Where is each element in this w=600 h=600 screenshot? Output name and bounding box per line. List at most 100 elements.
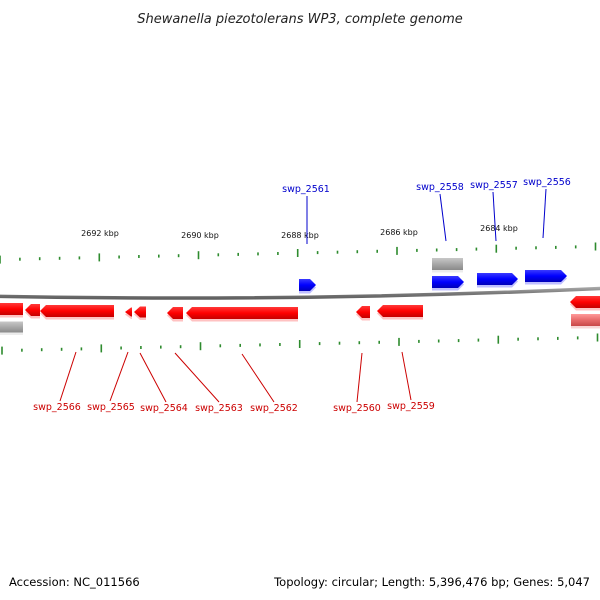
gene-feature[interactable] — [167, 307, 183, 322]
minor-tick — [120, 346, 122, 350]
gene-label[interactable]: swp_2561 — [282, 184, 330, 195]
gene-feature[interactable] — [570, 296, 600, 311]
gene-label[interactable]: swp_2562 — [250, 403, 298, 414]
minor-tick — [239, 343, 241, 347]
minor-tick — [576, 336, 579, 340]
gene-feature[interactable] — [377, 305, 423, 320]
genome-title: Shewanella piezotolerans WP3, complete g… — [137, 12, 463, 27]
scale-label: 2690 kbp — [181, 231, 219, 240]
minor-tick — [38, 257, 41, 261]
minor-tick — [455, 248, 458, 252]
major-tick — [296, 249, 299, 257]
gene-label[interactable]: swp_2563 — [195, 403, 243, 414]
gene-feature[interactable] — [186, 307, 298, 322]
minor-tick — [58, 256, 61, 260]
other-feature[interactable] — [432, 258, 463, 273]
major-tick — [497, 335, 500, 344]
leader-line — [109, 351, 129, 402]
gene-leader-lines — [59, 188, 547, 403]
minor-tick — [557, 336, 559, 340]
minor-tick — [517, 337, 519, 341]
minor-tick — [437, 339, 440, 343]
gene-label[interactable]: swp_2565 — [87, 402, 135, 413]
gene-feature[interactable] — [477, 273, 518, 288]
leader-line — [241, 353, 275, 403]
accession-text: Accession: NC_011566 — [9, 575, 140, 589]
major-tick — [396, 246, 398, 255]
major-tick — [98, 253, 101, 262]
minor-tick — [78, 256, 81, 260]
gene-label[interactable]: swp_2558 — [416, 182, 464, 193]
major-tick — [596, 333, 599, 342]
scale-label: 2686 kbp — [380, 228, 418, 237]
leader-line — [439, 193, 447, 242]
gene-feature[interactable] — [40, 305, 114, 320]
gene-feature[interactable] — [134, 306, 146, 321]
gene-label[interactable]: swp_2560 — [333, 403, 381, 414]
minor-tick — [60, 347, 63, 351]
minor-tick — [435, 248, 438, 252]
minor-tick — [316, 251, 319, 255]
minor-tick — [118, 255, 120, 259]
scale-ticks-top — [0, 242, 597, 264]
gene-label[interactable]: swp_2559 — [387, 401, 435, 412]
minor-tick — [457, 339, 460, 343]
gene-label[interactable]: swp_2557 — [470, 180, 518, 191]
minor-tick — [358, 341, 361, 345]
minor-tick — [140, 346, 142, 349]
major-tick — [398, 337, 400, 346]
minor-tick — [356, 250, 359, 254]
genome-backbone — [0, 286, 600, 300]
minor-tick — [80, 347, 83, 351]
minor-tick — [515, 246, 517, 250]
minor-tick — [19, 257, 21, 261]
scale-label: 2684 kbp — [480, 224, 518, 233]
minor-tick — [416, 248, 418, 252]
minor-tick — [21, 348, 23, 352]
gene-feature[interactable] — [0, 303, 23, 318]
major-tick — [197, 251, 200, 260]
minor-tick — [318, 342, 321, 346]
gene-label[interactable]: swp_2556 — [523, 177, 571, 188]
other-feature[interactable] — [571, 314, 600, 329]
other-feature[interactable] — [0, 321, 23, 336]
minor-tick — [277, 252, 279, 255]
leader-line — [542, 188, 547, 239]
gene-feature[interactable] — [356, 306, 370, 321]
gene-features — [0, 258, 600, 335]
minor-tick — [257, 252, 259, 256]
minor-tick — [40, 348, 43, 352]
gene-feature[interactable] — [299, 279, 316, 294]
leader-line — [139, 352, 167, 403]
major-tick — [199, 342, 202, 351]
gene-feature[interactable] — [525, 270, 567, 285]
leader-line — [401, 351, 412, 401]
minor-tick — [237, 252, 239, 256]
scale-label: 2692 kbp — [81, 229, 119, 238]
gene-label[interactable]: swp_2564 — [140, 403, 188, 414]
minor-tick — [219, 344, 222, 348]
minor-tick — [138, 255, 140, 258]
minor-tick — [338, 341, 341, 345]
minor-tick — [555, 245, 557, 249]
minor-tick — [535, 246, 537, 250]
gene-feature[interactable] — [25, 304, 40, 319]
minor-tick — [336, 250, 339, 254]
minor-tick — [177, 254, 180, 258]
major-tick — [594, 242, 597, 251]
gene-feature[interactable] — [125, 307, 132, 320]
leader-line — [356, 352, 363, 403]
forward-gene-labels: swp_2561 swp_2558 swp_2557 swp_2556 — [282, 177, 571, 195]
gene-feature[interactable] — [432, 276, 464, 291]
minor-tick — [160, 345, 162, 349]
minor-tick — [376, 249, 378, 253]
minor-tick — [574, 245, 577, 249]
leader-line — [59, 351, 77, 402]
genome-summary-text: Topology: circular; Length: 5,396,476 bp… — [273, 575, 590, 589]
major-tick — [100, 344, 103, 353]
minor-tick — [279, 343, 281, 346]
major-tick — [0, 255, 1, 264]
major-tick — [495, 244, 498, 253]
gene-label[interactable]: swp_2566 — [33, 402, 81, 413]
